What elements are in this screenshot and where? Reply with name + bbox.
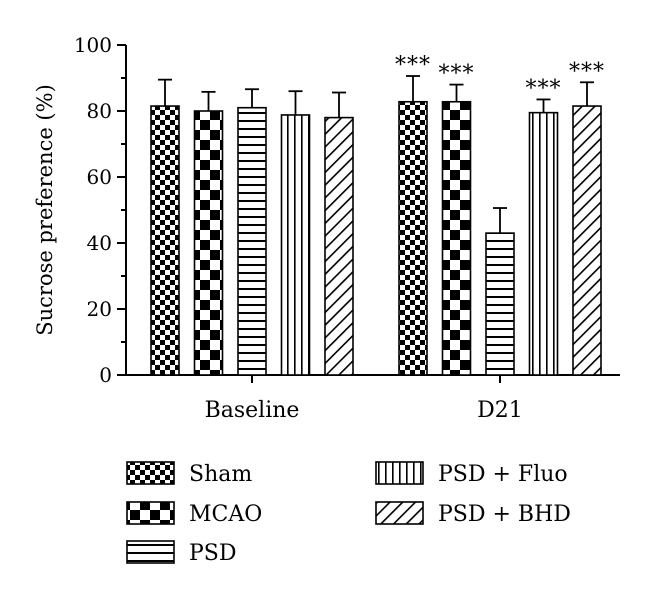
y-tick-label: 40: [87, 231, 112, 255]
y-tick-label: 20: [87, 297, 112, 321]
bar: [193, 110, 224, 376]
y-tick-label: 0: [99, 363, 112, 387]
bar: [237, 106, 267, 376]
legend-label: PSD + BHD: [438, 502, 571, 527]
significance-marker: ***: [395, 53, 431, 78]
y-axis-title: Sucrose preference (%): [33, 84, 57, 336]
legend-swatch: [375, 461, 424, 485]
bar: [528, 111, 559, 376]
bar: [280, 114, 311, 376]
bar: [150, 105, 180, 376]
bar: [572, 105, 602, 376]
legend-label: Sham: [189, 462, 252, 487]
legend-swatch: [126, 461, 175, 485]
legend: Sham MCAO PSD PSD + Fluo PSD + BHD: [126, 461, 571, 566]
x-category-label: D21: [477, 398, 523, 423]
legend-swatch: [375, 501, 424, 525]
legend-label: MCAO: [189, 502, 262, 527]
significance-marker: ***: [569, 59, 605, 84]
axes: 0 20 40 60 80 100 Baseline D21: [74, 33, 620, 423]
bars: *** *** *** ***: [150, 53, 605, 376]
bar: [485, 232, 515, 376]
bar: [324, 116, 354, 376]
y-tick-label: 60: [87, 165, 112, 189]
y-tick-label: 80: [87, 99, 112, 123]
legend-label: PSD: [189, 541, 237, 566]
bar: [441, 100, 472, 376]
x-category-label: Baseline: [205, 398, 300, 423]
significance-marker: ***: [526, 76, 562, 101]
legend-swatch: [126, 501, 175, 525]
y-tick-label: 100: [74, 33, 112, 57]
bar: [398, 100, 428, 376]
significance-marker: ***: [439, 62, 475, 87]
legend-label: PSD + Fluo: [438, 462, 568, 487]
legend-swatch: [126, 540, 175, 564]
